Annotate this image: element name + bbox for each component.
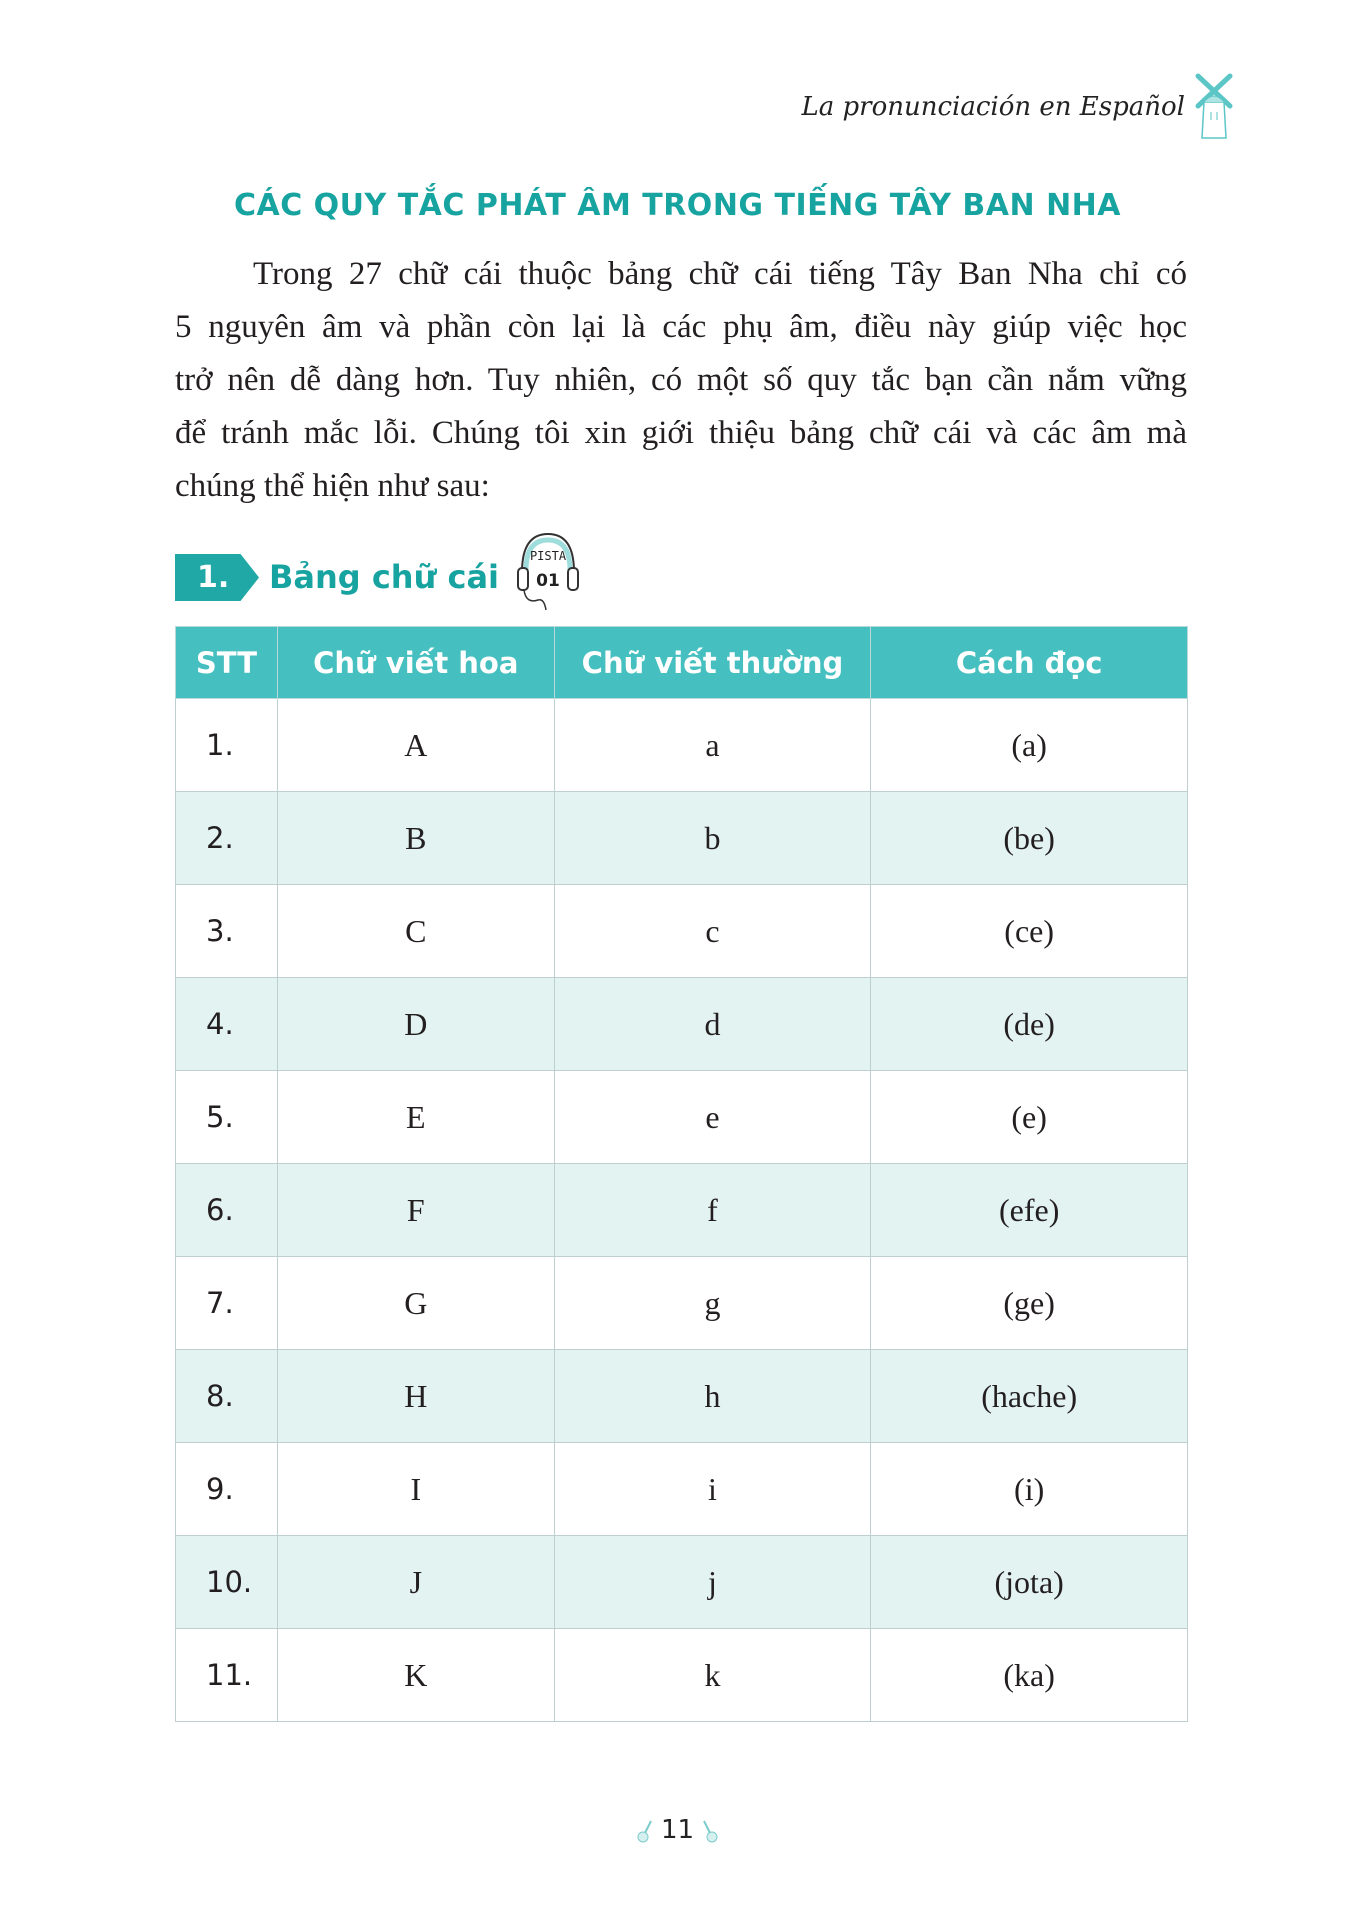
cell-uppercase: K	[276, 1628, 555, 1722]
intro-line: chúng thể hiện như sau:	[175, 468, 490, 504]
cell-stt: 1.	[175, 698, 278, 792]
cell-stt: 11.	[175, 1628, 278, 1722]
table-header-row: STT Chữ viết hoa Chữ viết thường Cách đọ…	[175, 626, 1188, 699]
page-number-text: 11	[660, 1815, 695, 1845]
track-label: PISTA	[530, 549, 567, 563]
cell-uppercase: H	[276, 1349, 555, 1443]
col-header-stt: STT	[175, 626, 278, 699]
cell-pronunciation: (hache)	[870, 1349, 1188, 1443]
cell-stt: 5.	[175, 1070, 278, 1164]
cell-stt: 3.	[175, 884, 278, 978]
cell-pronunciation: (ge)	[870, 1256, 1188, 1350]
intro-line: để tránh mắc lỗi. Chúng tôi xin giới thi…	[175, 415, 1187, 451]
cell-stt: 10.	[175, 1535, 278, 1629]
cell-stt: 4.	[175, 977, 278, 1071]
cell-stt: 7.	[175, 1256, 278, 1350]
cell-stt: 9.	[175, 1442, 278, 1536]
cell-uppercase: B	[276, 791, 555, 885]
page-title: CÁC QUY TẮC PHÁT ÂM TRONG TIẾNG TÂY BAN …	[233, 188, 1122, 223]
cell-uppercase: E	[276, 1070, 555, 1164]
cell-pronunciation: (efe)	[870, 1163, 1188, 1257]
windmill-icon	[1195, 73, 1233, 139]
cell-stt: 2.	[175, 791, 278, 885]
cell-uppercase: A	[276, 698, 555, 792]
cell-uppercase: I	[276, 1442, 555, 1536]
cell-lowercase: j	[553, 1535, 872, 1629]
cell-lowercase: h	[553, 1349, 872, 1443]
section-title: Bảng chữ cái	[269, 558, 500, 596]
guitar-icon	[637, 1820, 652, 1842]
intro-line: trở nên dễ dàng hơn. Tuy nhiên, có một s…	[175, 362, 1187, 398]
col-header-pronunciation: Cách đọc	[870, 626, 1188, 699]
cell-stt: 6.	[175, 1163, 278, 1257]
col-header-uppercase: Chữ viết hoa	[276, 626, 555, 699]
cell-pronunciation: (e)	[870, 1070, 1188, 1164]
cell-pronunciation: (be)	[870, 791, 1188, 885]
intro-line: Trong 27 chữ cái thuộc bảng chữ cái tiến…	[253, 256, 1187, 292]
page-number: 11	[0, 1815, 1355, 1845]
cell-lowercase: k	[553, 1628, 872, 1722]
cell-uppercase: C	[276, 884, 555, 978]
cell-lowercase: e	[553, 1070, 872, 1164]
cell-pronunciation: (i)	[870, 1442, 1188, 1536]
running-head: La pronunciación en Español	[801, 92, 1186, 122]
cell-uppercase: F	[276, 1163, 555, 1257]
cell-pronunciation: (de)	[870, 977, 1188, 1071]
cell-lowercase: a	[553, 698, 872, 792]
section-number-badge: 1.	[175, 554, 259, 601]
cell-lowercase: i	[553, 1442, 872, 1536]
intro-line: 5 nguyên âm và phần còn lại là các phụ â…	[175, 309, 1187, 345]
cell-lowercase: d	[553, 977, 872, 1071]
cell-uppercase: D	[276, 977, 555, 1071]
cell-pronunciation: (a)	[870, 698, 1188, 792]
headphones-audio-track-icon[interactable]: PISTA 01	[512, 528, 584, 612]
cell-lowercase: b	[553, 791, 872, 885]
cell-lowercase: g	[553, 1256, 872, 1350]
cell-pronunciation: (jota)	[870, 1535, 1188, 1629]
cell-uppercase: J	[276, 1535, 555, 1629]
col-header-lowercase: Chữ viết thường	[553, 626, 872, 699]
cell-lowercase: f	[553, 1163, 872, 1257]
guitar-icon	[703, 1820, 718, 1842]
track-number: 01	[536, 571, 560, 591]
alphabet-table: STT Chữ viết hoa Chữ viết thường Cách đọ…	[175, 626, 1188, 1722]
cell-uppercase: G	[276, 1256, 555, 1350]
cell-lowercase: c	[553, 884, 872, 978]
cell-pronunciation: (ka)	[870, 1628, 1188, 1722]
cell-stt: 8.	[175, 1349, 278, 1443]
cell-pronunciation: (ce)	[870, 884, 1188, 978]
intro-paragraph: Trong 27 chữ cái thuộc bảng chữ cái tiến…	[175, 248, 1187, 513]
